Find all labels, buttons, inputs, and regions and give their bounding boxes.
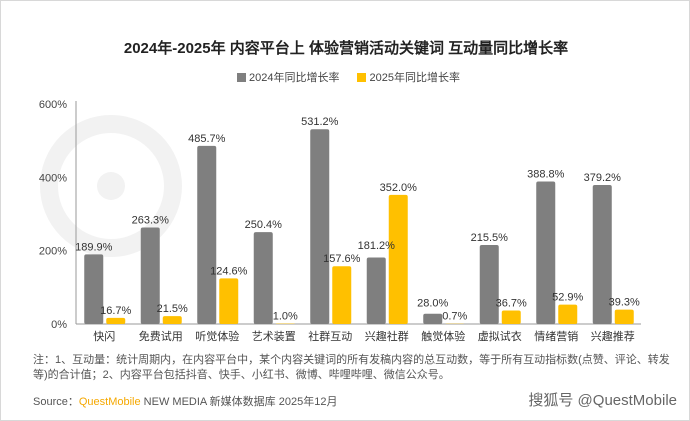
x-tick-label: 触觉体验 bbox=[421, 329, 465, 343]
x-tick-label: 免费试用 bbox=[139, 329, 183, 343]
data-label: 379.2% bbox=[584, 172, 622, 184]
bar-2025 bbox=[558, 304, 578, 324]
legend-swatch bbox=[357, 72, 367, 82]
bar-2025 bbox=[162, 316, 182, 324]
data-label: 531.2% bbox=[301, 116, 339, 128]
data-label: 1.0% bbox=[273, 311, 298, 323]
bar-2025 bbox=[106, 317, 126, 324]
legend-item-2024: 2024年同比增长率 bbox=[237, 69, 339, 85]
bar-2024 bbox=[197, 145, 217, 324]
x-tick-label: 情绪营销 bbox=[534, 329, 578, 343]
y-tick-label: 0% bbox=[51, 319, 67, 331]
bar-2025 bbox=[614, 309, 634, 324]
bar-2024 bbox=[253, 232, 273, 324]
data-label: 263.3% bbox=[132, 214, 170, 226]
legend-label: 2024年同比增长率 bbox=[249, 72, 340, 84]
data-label: 352.0% bbox=[380, 182, 418, 194]
source-brand: QuestMobile bbox=[78, 396, 141, 408]
bar-2025 bbox=[332, 266, 352, 324]
data-label: 157.6% bbox=[323, 253, 361, 265]
bar-2025 bbox=[388, 194, 408, 324]
bar-2024 bbox=[366, 257, 386, 324]
legend: 2024年同比增长率 2025年同比增长率 bbox=[237, 69, 460, 85]
x-tick-label: 兴趣社群 bbox=[365, 329, 409, 343]
x-tick-label: 快闪 bbox=[93, 329, 115, 343]
bar-2024 bbox=[592, 184, 612, 324]
data-label: 0.7% bbox=[442, 311, 467, 323]
bar-2025 bbox=[501, 310, 521, 324]
data-label: 189.9% bbox=[75, 241, 113, 253]
bar-2024 bbox=[84, 254, 104, 324]
watermark: 搜狐号 @QuestMobile bbox=[528, 392, 677, 409]
data-label: 124.6% bbox=[210, 265, 248, 277]
data-label: 485.7% bbox=[188, 133, 226, 145]
data-label: 52.9% bbox=[552, 292, 583, 304]
bar-2024 bbox=[536, 181, 556, 324]
data-label: 21.5% bbox=[157, 303, 188, 315]
bar-2024 bbox=[310, 129, 330, 324]
x-tick-label: 社群互动 bbox=[308, 329, 352, 343]
bar-2024 bbox=[479, 244, 499, 324]
bar-2024 bbox=[423, 313, 443, 324]
footnote: 注：1、互动量：统计周期内，在内容平台中，某个内容关键词的所有发稿内容的总互动数… bbox=[33, 354, 670, 381]
data-label: 181.2% bbox=[358, 240, 396, 252]
data-label: 36.7% bbox=[496, 298, 527, 310]
y-tick-label: 200% bbox=[39, 246, 67, 258]
y-tick-label: 600% bbox=[39, 99, 67, 111]
data-label: 250.4% bbox=[245, 219, 283, 231]
bar-2025 bbox=[219, 278, 239, 324]
legend-item-2025: 2025年同比增长率 bbox=[357, 69, 460, 85]
x-tick-label: 听觉体验 bbox=[195, 329, 239, 343]
x-tick-label: 兴趣推荐 bbox=[591, 329, 635, 343]
source-line: Source：QuestMobile NEW MEDIA 新媒体数据库 2025… bbox=[33, 393, 337, 409]
footer: 注：1、互动量：统计周期内，在内容平台中，某个内容关键词的所有发稿内容的总互动数… bbox=[33, 353, 677, 410]
bar-2024 bbox=[140, 227, 160, 324]
source-row: Source：QuestMobile NEW MEDIA 新媒体数据库 2025… bbox=[33, 389, 677, 410]
source-text: NEW MEDIA 新媒体数据库 2025年12月 bbox=[140, 396, 338, 408]
data-label: 28.0% bbox=[417, 298, 448, 310]
x-tick-label: 虚拟试衣 bbox=[478, 329, 522, 343]
y-tick-label: 400% bbox=[39, 172, 67, 184]
data-label: 215.5% bbox=[471, 232, 509, 244]
data-label: 388.8% bbox=[527, 168, 565, 180]
legend-label: 2025年同比增长率 bbox=[369, 72, 460, 84]
legend-swatch bbox=[237, 72, 246, 82]
bar-chart: 0% 200% 400% 600% 快闪 免费试用 听觉体验 艺术装置 社群互动 兴趣社群 触觉体验… bbox=[39, 99, 641, 343]
x-tick-label: 艺术装置 bbox=[252, 330, 296, 343]
chart-title: 2024年-2025年 内容平台上 体验营销活动关键词 互动量同比增长率 bbox=[123, 40, 569, 57]
data-label: 39.3% bbox=[609, 297, 640, 309]
source-label: Source： bbox=[33, 396, 79, 408]
data-label: 16.7% bbox=[100, 305, 131, 317]
